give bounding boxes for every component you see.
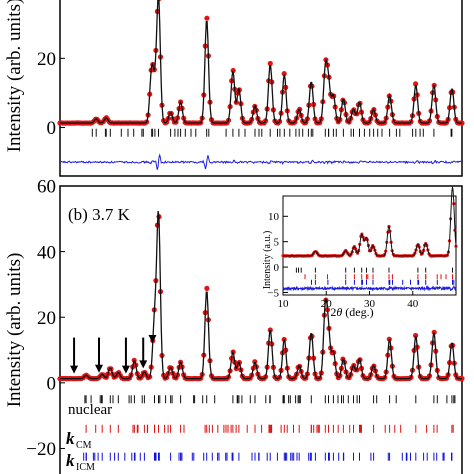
y-tick-label: 0 — [274, 262, 280, 274]
y-tick-label: 10 — [268, 211, 280, 223]
observed-point — [281, 71, 287, 77]
panel-b-label: (b) 3.7 K — [68, 205, 131, 224]
panel-a-ylabel: Intensity (arb. units) — [4, 0, 25, 152]
kicm-sub: ICM — [76, 462, 95, 473]
inset-xlabel-prefix: 2 — [330, 305, 336, 319]
observed-point — [413, 332, 419, 339]
observed-point — [413, 81, 419, 87]
inset-xlabel-suffix: (deg.) — [342, 305, 373, 319]
magnetic-peak-arrowhead — [139, 360, 148, 369]
kicm-label: k ICM — [66, 451, 95, 473]
x-tick-label: 40 — [407, 298, 419, 310]
y-tick-label: 40 — [37, 242, 56, 263]
kcm-sub: CM — [76, 440, 92, 451]
inset-panel: −5 0 5 10 10 20 30 40 — [267, 185, 458, 310]
magnetic-peak-arrowhead — [94, 364, 103, 373]
observed-point — [204, 15, 210, 21]
kcm-k: k — [66, 429, 75, 448]
kicm-k: k — [66, 451, 75, 470]
y-tick-label: −5 — [267, 287, 279, 299]
y-tick-label: −20 — [26, 439, 56, 460]
y-tick-label: 20 — [37, 308, 56, 329]
plot-frame — [59, 185, 463, 474]
panel-b-ylabel: Intensity (arb. units) — [4, 253, 25, 408]
inset-xlabel: 2θ (deg.) — [330, 305, 373, 319]
difference-line — [282, 284, 457, 292]
difference-line — [59, 153, 462, 170]
calculated-line — [60, 210, 462, 380]
kcm-label: k CM — [66, 429, 92, 451]
y-tick-label: 0 — [47, 374, 57, 395]
inset-ylabel: Intensity (a.u.) — [262, 231, 273, 290]
panel-a: 0 20 — [37, 0, 465, 177]
nuclear-label: nuclear — [68, 402, 112, 418]
calculated-line — [283, 185, 457, 257]
observed-point — [431, 329, 437, 335]
calculated-line — [60, 0, 462, 124]
observed-point — [230, 67, 236, 74]
x-tick-label: 20 — [321, 298, 333, 310]
plot-frame — [59, 0, 463, 177]
x-tick-label: 10 — [278, 298, 290, 310]
observed-point — [267, 60, 273, 67]
y-tick-label: 5 — [274, 237, 280, 249]
observed-point — [204, 285, 210, 291]
magnetic-peak-arrowhead — [148, 334, 157, 343]
y-tick-label: 20 — [37, 49, 56, 70]
magnetic-peak-arrowhead — [70, 365, 79, 374]
inset-xlabel-theta: θ — [336, 305, 342, 319]
x-tick-label: 30 — [364, 298, 376, 310]
magnetic-peak-arrowhead — [121, 365, 130, 374]
y-tick-label: 60 — [37, 177, 56, 198]
y-tick-label: 0 — [47, 118, 57, 139]
